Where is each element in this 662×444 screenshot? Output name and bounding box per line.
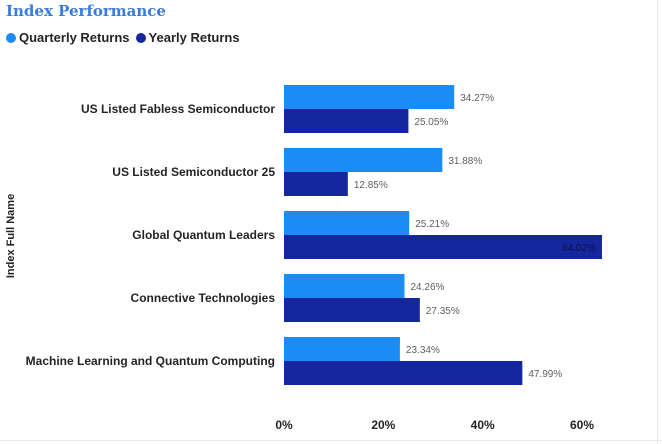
data-label: 24.26%	[410, 282, 444, 293]
quarterly-returns-bar[interactable]	[284, 85, 455, 109]
data-label: 64.02%	[562, 243, 596, 254]
category-label: Machine Learning and Quantum Computing	[26, 354, 275, 368]
data-label: 47.99%	[528, 369, 562, 380]
quarterly-returns-bar[interactable]	[284, 211, 410, 235]
quarterly-returns-bar[interactable]	[284, 337, 400, 361]
yearly-returns-bar[interactable]	[284, 109, 409, 133]
yearly-returns-bar[interactable]	[284, 235, 602, 259]
data-label: 27.35%	[426, 306, 460, 317]
legend-item-quarterly[interactable]: Quarterly Returns	[6, 30, 130, 45]
category-label: Connective Technologies	[131, 291, 276, 305]
chart-title: Index Performance	[6, 2, 166, 20]
data-label: 31.88%	[448, 156, 482, 167]
data-label: 23.34%	[406, 345, 440, 356]
y-axis-title: Index Full Name	[5, 194, 17, 278]
x-tick-label: 0%	[275, 418, 293, 432]
yearly-returns-bar[interactable]	[284, 298, 420, 322]
frame-border-bottom	[0, 440, 662, 441]
legend-marker-quarterly	[6, 32, 16, 43]
x-tick-label: 60%	[570, 418, 594, 432]
legend-item-yearly[interactable]: Yearly Returns	[135, 30, 240, 45]
frame-border-right	[657, 0, 658, 444]
yearly-returns-bar[interactable]	[284, 361, 523, 385]
x-tick-label: 20%	[371, 418, 395, 432]
legend-marker-yearly	[135, 32, 146, 43]
data-label: 12.85%	[354, 180, 388, 191]
data-label: 25.05%	[414, 117, 448, 128]
legend: Quarterly Returns Yearly Returns	[6, 30, 246, 45]
x-tick-label: 40%	[471, 418, 495, 432]
yearly-returns-bar[interactable]	[284, 172, 348, 196]
category-label: US Listed Semiconductor 25	[112, 165, 275, 179]
category-label: Global Quantum Leaders	[132, 228, 275, 242]
quarterly-returns-bar[interactable]	[284, 274, 405, 298]
quarterly-returns-bar[interactable]	[284, 148, 443, 172]
data-label: 25.21%	[415, 219, 449, 230]
data-label: 34.27%	[460, 93, 494, 104]
category-label: US Listed Fabless Semiconductor	[81, 102, 275, 116]
legend-label-yearly: Yearly Returns	[148, 30, 240, 45]
legend-label-quarterly: Quarterly Returns	[19, 30, 130, 45]
